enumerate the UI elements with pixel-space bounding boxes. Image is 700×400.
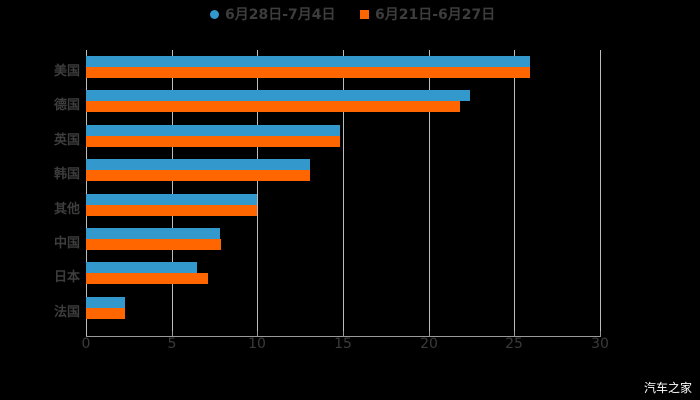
bar-previous-week[interactable] (86, 205, 257, 216)
legend-label: 6月21日-6月27日 (375, 7, 496, 23)
bar-previous-week[interactable] (86, 101, 460, 112)
x-axis-tick (343, 331, 344, 337)
bar-current-week[interactable] (86, 194, 257, 205)
x-axis-tick-label: 20 (420, 336, 438, 352)
y-axis-category-label: 日本 (53, 270, 80, 285)
y-axis-category-label: 美国 (53, 64, 80, 79)
x-axis-tick (600, 331, 601, 337)
bar-current-week[interactable] (86, 228, 220, 239)
bar-current-week[interactable] (86, 262, 197, 273)
legend-item-previous-week[interactable]: 6月21日-6月27日 (360, 4, 495, 24)
y-axis-category-label: 英国 (53, 133, 80, 148)
x-axis-tick (514, 331, 515, 337)
bar-current-week[interactable] (86, 56, 530, 67)
bar-previous-week[interactable] (86, 170, 310, 181)
y-axis-line (86, 50, 87, 336)
x-axis-tick-label: 30 (591, 336, 609, 352)
gridline (257, 50, 258, 336)
y-axis-category-label: 中国 (53, 236, 80, 251)
x-axis-line (86, 336, 601, 337)
square-marker-icon (360, 9, 369, 19)
x-axis-tick-label: 10 (248, 336, 266, 352)
y-axis-category-label: 其他 (53, 202, 80, 217)
x-axis-tick-label: 15 (334, 336, 352, 352)
bar-current-week[interactable] (86, 159, 310, 170)
gridline (172, 50, 173, 336)
gridline (600, 50, 601, 336)
y-axis-category-label: 德国 (53, 98, 80, 113)
gridline (514, 50, 515, 336)
bar-previous-week[interactable] (86, 67, 530, 78)
legend-label: 6月28日-7月4日 (225, 7, 336, 23)
watermark: 汽车之家 (643, 381, 692, 395)
x-axis-tick (172, 331, 173, 337)
bar-previous-week[interactable] (86, 136, 340, 147)
x-axis-tick-label: 5 (167, 336, 177, 352)
x-axis-tick-label: 25 (505, 336, 523, 352)
x-axis-tick (257, 331, 258, 337)
bar-previous-week[interactable] (86, 308, 125, 319)
bar-previous-week[interactable] (86, 239, 221, 250)
x-axis-tick-label: 0 (81, 336, 91, 352)
circle-marker-icon (210, 9, 219, 19)
gridline (429, 50, 430, 336)
y-axis-category-label: 韩国 (53, 167, 80, 182)
bar-current-week[interactable] (86, 297, 125, 308)
chart-legend: 6月28日-7月4日 6月21日-6月27日 (0, 4, 700, 24)
x-axis-tick (429, 331, 430, 337)
bar-current-week[interactable] (86, 125, 340, 136)
bar-current-week[interactable] (86, 90, 470, 101)
legend-item-current-week[interactable]: 6月28日-7月4日 (210, 4, 336, 24)
y-axis-category-label: 法国 (53, 305, 80, 320)
bar-previous-week[interactable] (86, 273, 208, 284)
gridline (343, 50, 344, 336)
